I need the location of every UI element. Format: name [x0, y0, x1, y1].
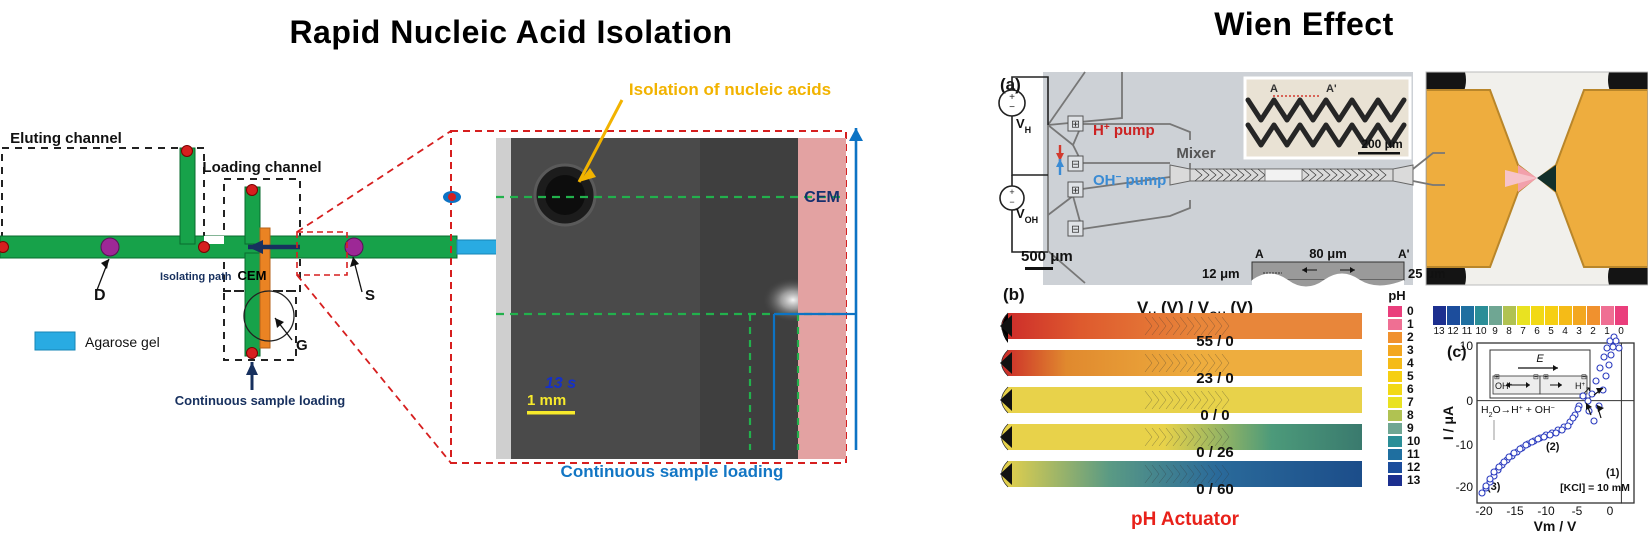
svg-text:OH− pump: OH− pump [1093, 172, 1166, 190]
svg-text:⊟: ⊟ [1581, 374, 1587, 381]
svg-text:D: D [94, 287, 106, 304]
svg-text:0: 0 [1618, 326, 1624, 337]
svg-text:H2O→H+ + OH−: H2O→H+ + OH− [1481, 404, 1555, 419]
svg-text:55 / 0: 55 / 0 [1196, 333, 1234, 350]
svg-text:-15: -15 [1506, 504, 1524, 518]
svg-text:VH: VH [1016, 116, 1031, 135]
svg-text:7: 7 [1407, 395, 1414, 409]
svg-text:13: 13 [1407, 473, 1421, 487]
svg-text:Isolation of nucleic acids: Isolation of nucleic acids [629, 80, 831, 99]
svg-text:80 μm: 80 μm [1309, 246, 1347, 261]
svg-text:Agarose gel: Agarose gel [85, 334, 160, 350]
svg-text:A': A' [1326, 83, 1337, 95]
svg-text:0: 0 [1466, 394, 1473, 408]
svg-text:H+ pump: H+ pump [1093, 122, 1155, 140]
svg-text:⊟: ⊟ [1071, 224, 1080, 236]
svg-text:0: 0 [1407, 304, 1414, 318]
svg-text:A: A [1270, 83, 1278, 95]
svg-text:Continuous sample loading: Continuous sample loading [561, 462, 784, 481]
svg-text:9: 9 [1407, 421, 1414, 435]
svg-text:CEM: CEM [804, 189, 840, 206]
svg-text:(b): (b) [1003, 285, 1025, 304]
svg-text:E: E [1536, 353, 1544, 365]
svg-text:-10: -10 [1537, 504, 1555, 518]
svg-text:3: 3 [1576, 326, 1582, 337]
svg-text:12 μm: 12 μm [1202, 266, 1240, 281]
svg-text:1: 1 [1407, 317, 1414, 331]
svg-text:Continuous sample loading: Continuous sample loading [175, 393, 346, 408]
svg-text:I / μA: I / μA [1440, 406, 1456, 440]
svg-text:12: 12 [1407, 460, 1421, 474]
svg-text:9: 9 [1492, 326, 1498, 337]
svg-text:7: 7 [1520, 326, 1526, 337]
svg-text:-5: -5 [1572, 504, 1583, 518]
svg-text:4: 4 [1407, 356, 1414, 370]
svg-text:4: 4 [1562, 326, 1568, 337]
svg-text:8: 8 [1506, 326, 1512, 337]
svg-text:0 / 60: 0 / 60 [1196, 481, 1234, 498]
svg-text:2: 2 [1407, 330, 1414, 344]
svg-text:Mixer: Mixer [1176, 145, 1215, 162]
svg-text:G: G [296, 337, 308, 354]
svg-text:0: 0 [1607, 504, 1614, 518]
svg-text:⊟: ⊟ [1533, 374, 1539, 381]
svg-text:6: 6 [1407, 382, 1414, 396]
svg-text:3: 3 [1407, 343, 1414, 357]
svg-text:(2): (2) [1546, 441, 1560, 453]
svg-text:VOH: VOH [1016, 206, 1038, 225]
svg-text:2: 2 [1590, 326, 1596, 337]
svg-text:13: 13 [1433, 326, 1445, 337]
svg-text:0 / 26: 0 / 26 [1196, 444, 1234, 461]
svg-text:-20: -20 [1475, 504, 1493, 518]
svg-text:200 μm: 200 μm [1361, 137, 1402, 151]
svg-text:Cross section: Cross section [1285, 300, 1371, 315]
svg-text:6: 6 [1534, 326, 1540, 337]
svg-text:⊞: ⊞ [1494, 374, 1500, 381]
svg-text:⊟: ⊟ [1071, 159, 1080, 171]
svg-text:5: 5 [1548, 326, 1554, 337]
svg-text:1: 1 [1604, 326, 1610, 337]
svg-text:8: 8 [1407, 408, 1414, 422]
svg-text:11: 11 [1462, 326, 1473, 337]
svg-text:−: − [1009, 102, 1015, 113]
svg-text:Eluting channel: Eluting channel [10, 130, 122, 147]
svg-text:10: 10 [1407, 434, 1421, 448]
svg-text:12: 12 [1447, 326, 1459, 337]
svg-text:CEM: CEM [238, 268, 267, 283]
svg-text:10: 10 [1475, 326, 1487, 337]
svg-text:10: 10 [1460, 339, 1474, 353]
svg-text:⊞: ⊞ [1071, 119, 1080, 131]
svg-text:Vm / V: Vm / V [1534, 518, 1577, 534]
svg-text:⊞: ⊞ [1543, 374, 1549, 381]
svg-text:-20: -20 [1456, 480, 1474, 494]
svg-text:0 / 0: 0 / 0 [1200, 407, 1229, 424]
svg-text:Loading channel: Loading channel [202, 159, 321, 176]
svg-text:Isolating path: Isolating path [160, 271, 232, 283]
svg-text:500 μm: 500 μm [1021, 248, 1073, 265]
svg-text:1 mm: 1 mm [527, 392, 566, 409]
svg-text:A': A' [1398, 247, 1410, 261]
svg-text:−: − [1009, 197, 1014, 207]
svg-text:11: 11 [1407, 447, 1420, 461]
svg-text:pH: pH [1388, 288, 1405, 303]
svg-text:13 s: 13 s [545, 375, 576, 392]
svg-text:25 μm: 25 μm [1408, 266, 1446, 281]
svg-text:pH Actuator: pH Actuator [1131, 509, 1240, 530]
svg-text:5: 5 [1407, 369, 1414, 383]
svg-text:-10: -10 [1456, 438, 1474, 452]
svg-text:(1): (1) [1606, 467, 1620, 479]
svg-text:+: + [1009, 187, 1014, 197]
svg-text:A: A [1255, 247, 1264, 261]
svg-text:⊞: ⊞ [1071, 185, 1080, 197]
svg-text:23 / 0: 23 / 0 [1196, 370, 1234, 387]
svg-text:[KCl] = 10 mM: [KCl] = 10 mM [1560, 482, 1630, 494]
svg-text:S: S [365, 287, 375, 304]
